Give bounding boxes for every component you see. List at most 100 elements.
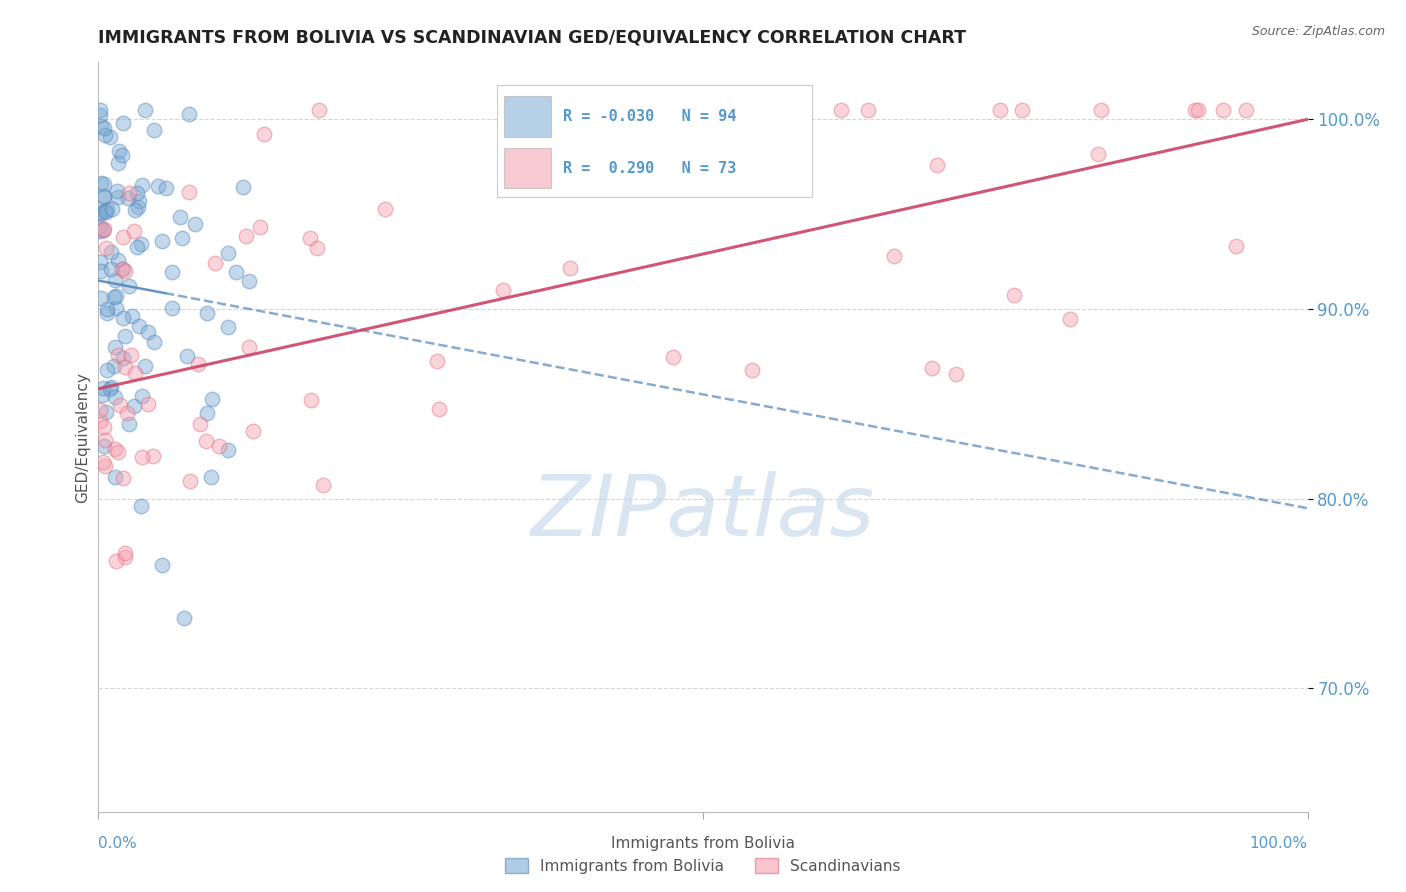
Point <box>253 127 276 141</box>
Point <box>93 222 115 236</box>
Point <box>129 500 152 514</box>
Point <box>89 103 111 117</box>
Point <box>96 302 118 317</box>
Point <box>170 231 193 245</box>
Point <box>90 119 112 133</box>
Point <box>111 310 134 325</box>
Point <box>98 382 121 396</box>
Point <box>114 329 136 343</box>
Point <box>1059 312 1081 326</box>
Point <box>201 392 224 406</box>
Point <box>830 103 852 117</box>
Point <box>238 274 260 288</box>
Point <box>129 236 152 251</box>
Point <box>136 325 159 339</box>
Point <box>143 334 166 349</box>
Point <box>96 306 118 320</box>
Point <box>111 148 134 162</box>
Point <box>114 546 136 560</box>
Point <box>93 439 115 453</box>
Point <box>208 439 231 453</box>
Point <box>89 205 111 219</box>
Point <box>232 179 254 194</box>
Point <box>112 351 135 365</box>
Point <box>105 301 128 315</box>
Point <box>160 265 183 279</box>
Point <box>90 291 112 305</box>
Point <box>741 362 763 376</box>
Point <box>118 186 141 200</box>
Point <box>249 219 271 234</box>
Text: Source: ZipAtlas.com: Source: ZipAtlas.com <box>1251 25 1385 38</box>
Point <box>187 357 209 371</box>
Point <box>1212 103 1234 117</box>
Point <box>91 455 114 469</box>
Point <box>921 360 943 375</box>
Point <box>312 477 335 491</box>
Point <box>142 449 165 463</box>
Point <box>94 458 117 473</box>
Point <box>184 218 207 232</box>
Point <box>104 273 127 287</box>
Point <box>150 234 173 248</box>
Point <box>200 470 222 484</box>
Point <box>169 210 191 224</box>
Point <box>107 144 129 158</box>
Point <box>238 339 260 353</box>
Point <box>93 190 115 204</box>
Point <box>105 554 128 568</box>
Point <box>856 103 879 117</box>
Point <box>138 397 160 411</box>
Point <box>173 611 195 625</box>
Point <box>96 241 118 255</box>
Point <box>558 260 581 275</box>
Point <box>616 105 638 120</box>
Point <box>100 380 122 394</box>
Point <box>89 108 111 122</box>
Point <box>176 350 198 364</box>
Point <box>1236 103 1258 117</box>
Point <box>179 185 201 199</box>
Point <box>783 103 806 117</box>
Point <box>114 550 136 565</box>
Point <box>89 207 111 221</box>
Point <box>179 474 201 488</box>
Point <box>883 249 905 263</box>
Point <box>427 402 450 417</box>
Point <box>162 301 184 315</box>
Point <box>1184 103 1206 117</box>
Point <box>107 445 129 459</box>
Point <box>308 103 330 117</box>
Point <box>112 230 135 244</box>
Point <box>104 442 127 456</box>
Point <box>96 202 118 216</box>
Point <box>100 245 122 260</box>
Point <box>93 189 115 203</box>
Point <box>131 389 153 403</box>
Point <box>124 203 146 218</box>
Point <box>1002 288 1025 302</box>
Point <box>128 194 150 208</box>
Point <box>114 263 136 277</box>
Point <box>194 434 217 448</box>
Point <box>217 245 239 260</box>
Point <box>927 158 949 172</box>
Point <box>105 289 128 303</box>
Point <box>131 178 153 192</box>
Point <box>127 240 149 254</box>
Point <box>89 403 111 417</box>
Point <box>91 381 114 395</box>
Point <box>103 359 125 373</box>
Point <box>118 417 141 431</box>
Point <box>89 254 111 268</box>
Point <box>91 223 114 237</box>
Point <box>93 433 115 447</box>
Point <box>121 348 143 362</box>
Point <box>107 253 129 268</box>
Point <box>617 136 640 151</box>
Point <box>225 264 247 278</box>
Legend: Immigrants from Bolivia, Scandinavians: Immigrants from Bolivia, Scandinavians <box>499 852 907 880</box>
Point <box>134 359 156 373</box>
Point <box>195 306 218 320</box>
Y-axis label: GED/Equivalency: GED/Equivalency <box>75 372 90 502</box>
